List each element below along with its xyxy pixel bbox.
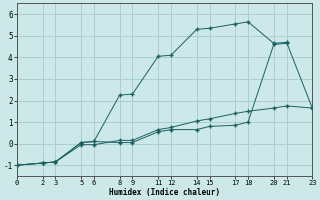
X-axis label: Humidex (Indice chaleur): Humidex (Indice chaleur) [109, 188, 220, 197]
